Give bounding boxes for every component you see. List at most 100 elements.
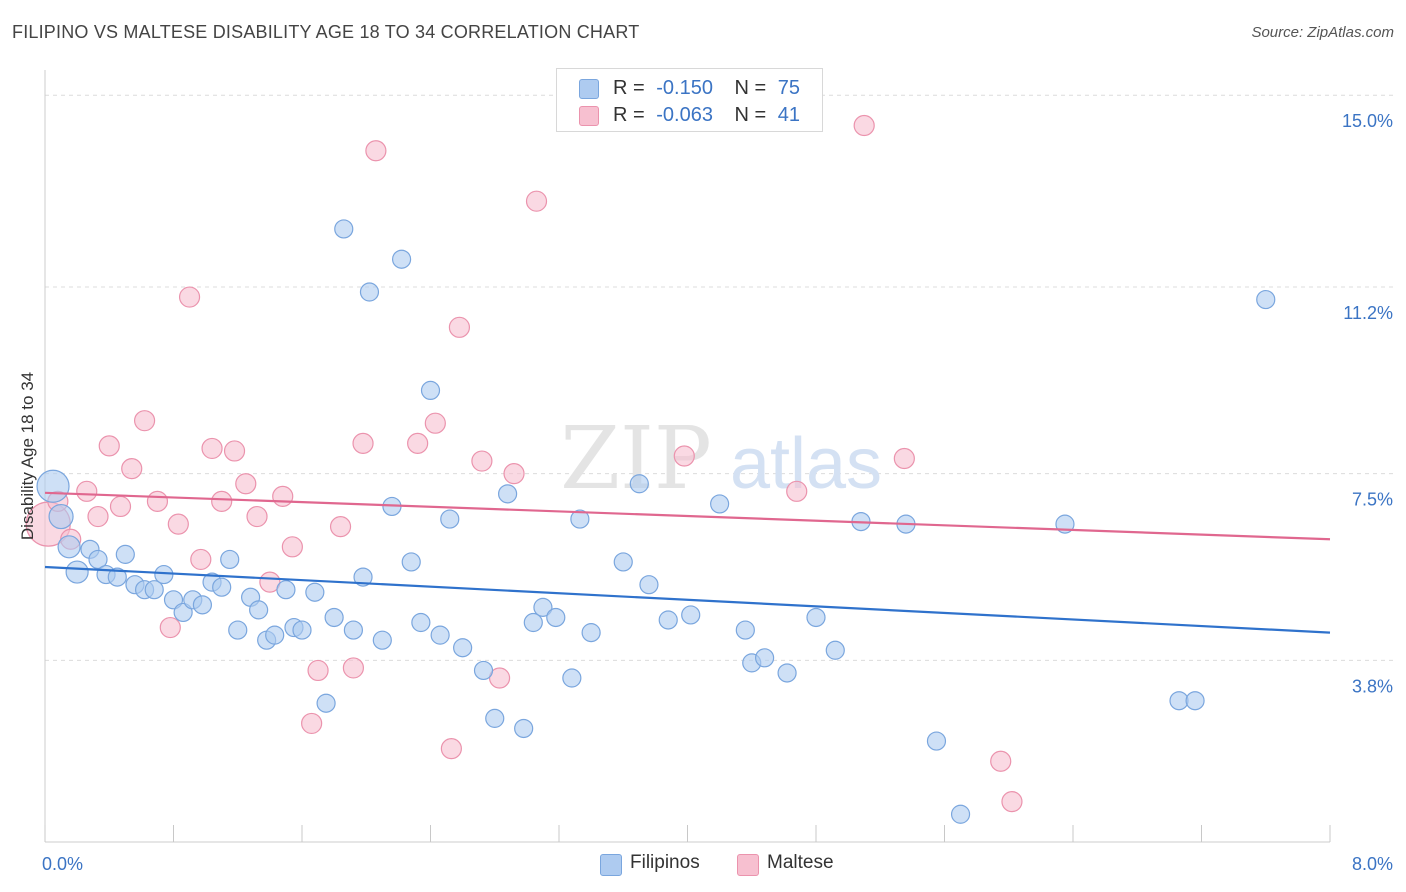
filipino-point (950, 804, 971, 824)
filipino-point (249, 600, 269, 620)
filipino-point (334, 219, 354, 239)
filipino-point (498, 484, 518, 504)
filipino-point (581, 623, 601, 643)
filipino-point (485, 708, 505, 728)
filipino-point (562, 668, 582, 688)
filipino-point (228, 620, 248, 640)
filipino-point (88, 549, 108, 570)
maltese-point (87, 505, 109, 528)
y-tick-label: 3.8% (1352, 676, 1393, 696)
maltese-point (352, 432, 374, 454)
maltese-point (471, 450, 493, 472)
filipino-point (473, 660, 494, 681)
filipino-n-label: N = (734, 77, 767, 99)
x-tick-label-min: 0.0% (42, 854, 83, 874)
filipino-points (36, 219, 1276, 824)
filipino-point (36, 469, 70, 503)
filipino-point (1169, 691, 1189, 711)
maltese-point (853, 114, 875, 137)
axis-layer (44, 70, 1331, 843)
maltese-point (307, 659, 329, 682)
filipino-point (411, 612, 431, 633)
maltese-point (365, 140, 387, 162)
bottom-maltese-label: Maltese (767, 852, 834, 873)
filipino-point (735, 620, 755, 640)
maltese-point (235, 473, 257, 495)
maltese-trend-line (44, 491, 1331, 541)
filipino-trend-line (44, 565, 1331, 634)
filipino-point (305, 582, 325, 602)
filipino-point (440, 509, 460, 529)
filipino-point (324, 607, 344, 628)
maltese-point (201, 437, 223, 460)
filipino-point (316, 693, 336, 713)
maltese-n-value: 41 (777, 104, 801, 126)
filipino-point (926, 731, 947, 751)
watermark: ZIP atlas (560, 409, 882, 509)
maltese-point (673, 445, 695, 467)
maltese-point (167, 513, 189, 535)
filipino-r-value: -0.150 (656, 77, 713, 99)
filipino-point (777, 663, 797, 683)
maltese-point (190, 548, 212, 571)
chart-title: FILIPINO VS MALTESE DISABILITY AGE 18 TO… (12, 22, 640, 42)
filipino-point (1185, 691, 1205, 711)
filipino-point (220, 549, 240, 570)
maltese-point (1001, 791, 1023, 813)
filipino-swatch (579, 79, 599, 99)
maltese-point (440, 738, 462, 760)
maltese-point (76, 480, 98, 502)
trend-lines (44, 491, 1331, 634)
maltese-point (146, 490, 169, 513)
maltese-point (329, 516, 352, 538)
maltese-points (25, 114, 1023, 813)
maltese-point (342, 657, 364, 679)
maltese-point (133, 410, 156, 432)
maltese-point (893, 447, 915, 470)
filipino-point (292, 620, 312, 640)
maltese-point (448, 316, 471, 338)
filipino-point (533, 597, 553, 617)
filipino-point (806, 607, 826, 628)
maltese-point (121, 458, 143, 480)
filipino-point (154, 564, 174, 585)
maltese-point (503, 463, 525, 485)
maltese-n-label: N = (734, 104, 767, 126)
maltese-point (786, 480, 808, 502)
filipino-point (546, 607, 566, 628)
axis-labels: 3.8% 7.5% 11.2% 15.0% 0.0% 8.0% Disability Age… (18, 111, 1393, 874)
maltese-point (159, 616, 181, 639)
maltese-point (246, 505, 268, 528)
filipino-point (754, 648, 775, 668)
y-tick-label: 15.0% (1342, 111, 1393, 131)
filipino-point (57, 535, 81, 559)
filipino-point (359, 282, 380, 302)
maltese-point (223, 440, 246, 462)
filipino-point (453, 638, 473, 658)
filipino-point (613, 552, 633, 572)
source-credit: Source: ZipAtlas.com (1251, 24, 1394, 41)
filipino-point (514, 718, 534, 739)
maltese-point (281, 536, 303, 558)
maltese-point (990, 750, 1012, 772)
y-axis-title: Disability Age 18 to 34 (18, 372, 37, 540)
maltese-point (98, 435, 120, 457)
filipino-r-label: R = (613, 77, 645, 99)
filipino-point (391, 249, 412, 269)
maltese-point (424, 412, 446, 434)
filipino-point (372, 630, 392, 650)
filipino-point (343, 620, 363, 640)
filipino-point (825, 640, 845, 660)
filipino-point (430, 625, 450, 645)
maltese-point (178, 286, 201, 308)
filipino-point (570, 509, 590, 529)
filipino-point (658, 610, 678, 630)
filipino-point (107, 567, 127, 587)
filipino-point (353, 567, 373, 587)
grid-layer (45, 94, 1395, 661)
filipino-point (639, 575, 659, 595)
maltese-point (301, 712, 323, 735)
maltese-r-label: R = (613, 104, 645, 126)
filipino-n-value: 75 (777, 77, 801, 99)
